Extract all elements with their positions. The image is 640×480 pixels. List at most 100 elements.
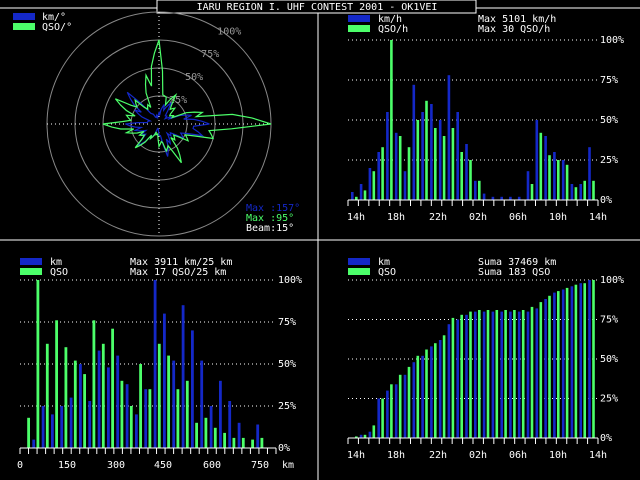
bar-km <box>79 364 82 448</box>
bar-qso <box>223 432 226 448</box>
bar-qso <box>363 434 367 438</box>
x-tick-label: 02h <box>469 212 487 223</box>
bar-qso <box>434 128 437 200</box>
legend-label-qso: QSO <box>378 267 396 278</box>
y-tick-label: 25% <box>278 401 296 412</box>
bar-qso <box>469 311 472 438</box>
legend-swatch-qso <box>348 25 370 32</box>
bar-km <box>553 152 556 200</box>
bar-km <box>535 308 539 438</box>
y-tick-label: 50% <box>600 115 618 126</box>
y-tick-label: 25% <box>600 155 618 166</box>
bar-qso <box>381 147 384 200</box>
y-tick-label: 100% <box>278 275 302 286</box>
bar-qso <box>592 180 595 200</box>
bar-qso <box>148 389 152 448</box>
bar-km <box>465 144 468 200</box>
y-tick-label: 75% <box>600 315 618 326</box>
x-tick-label: 10h <box>549 450 567 461</box>
legend-swatch-km <box>20 258 42 265</box>
bar-km <box>359 184 363 200</box>
legend-label-km: km <box>378 257 390 268</box>
bar-km <box>88 401 92 448</box>
legend-label-qso: QSO/h <box>378 24 408 35</box>
legend-swatch-km <box>348 15 370 22</box>
bar-qso <box>120 380 124 448</box>
bar-km <box>561 160 565 200</box>
bar-km <box>579 283 582 438</box>
bar-km <box>209 406 213 448</box>
info-line-2: Max 30 QSO/h <box>478 24 550 35</box>
ring-label: 100% <box>217 26 241 37</box>
bar-qso <box>355 196 358 200</box>
bar-qso <box>592 280 595 438</box>
x-tick-label: 0 <box>17 460 23 471</box>
info-line-2: Max 17 QSO/25 km <box>130 267 226 278</box>
legend-label-km: km/h <box>378 14 402 25</box>
bar-km <box>544 136 547 200</box>
y-tick-label: 50% <box>278 359 296 370</box>
bar-km <box>144 389 148 448</box>
bar-qso <box>355 436 358 438</box>
page-title: IARU REGION I. UHF CONTEST 2001 - OK1VEI <box>197 2 438 13</box>
x-tick-label: 14h <box>589 212 607 223</box>
polar-footer-0: Max :157° <box>246 203 300 214</box>
bar-km <box>500 311 503 438</box>
bar-qso <box>521 310 525 438</box>
x-tick-label: 18h <box>387 450 405 461</box>
x-tick-label: 02h <box>469 450 487 461</box>
bar-km <box>172 360 176 448</box>
bar-qso <box>451 317 455 438</box>
info-line-1: Max 5101 km/h <box>478 14 556 25</box>
x-tick-label: 10h <box>549 212 567 223</box>
bar-qso <box>478 310 481 438</box>
x-tick-label: 300 <box>107 460 125 471</box>
bar-qso <box>548 295 551 438</box>
bar-km <box>60 406 64 448</box>
bar-qso <box>583 283 586 438</box>
x-tick-label: 14h <box>589 450 607 461</box>
bar-qso <box>92 320 96 448</box>
bar-qso <box>83 374 86 448</box>
bar-qso <box>27 417 30 448</box>
bar-qso <box>372 171 376 200</box>
bar-km <box>191 330 194 448</box>
bar-qso <box>213 427 217 448</box>
bar-qso <box>416 355 420 438</box>
bar-km <box>588 280 591 438</box>
bar-km <box>256 424 260 448</box>
bar-qso <box>530 184 534 200</box>
bar-km <box>553 292 556 438</box>
bar-qso <box>167 355 170 448</box>
bar-km <box>526 311 530 438</box>
bar-km <box>465 314 468 438</box>
y-tick-label: 25% <box>600 394 618 405</box>
y-tick-label: 0% <box>600 433 612 444</box>
bar-km <box>456 112 459 200</box>
bar-km <box>509 311 512 438</box>
legend-label-km: km/° <box>42 12 66 23</box>
bar-km <box>135 414 138 448</box>
bar-km <box>368 168 372 200</box>
bar-qso <box>139 364 142 448</box>
bar-km <box>412 362 416 438</box>
polar-footer-1: Max :95° <box>246 213 294 224</box>
bar-km <box>351 192 354 200</box>
x-tick-label: 22h <box>429 212 447 223</box>
bar-qso <box>434 343 437 438</box>
bar-qso <box>398 136 402 200</box>
bar-km <box>377 152 380 200</box>
bar-qso <box>101 343 105 448</box>
bar-qso <box>451 128 455 200</box>
bar-qso <box>486 310 490 438</box>
bar-km <box>579 184 582 200</box>
bar-km <box>403 374 407 438</box>
x-tick-label: 450 <box>154 460 172 471</box>
bar-km <box>237 422 241 448</box>
info-line-2: Suma 183 QSO <box>478 267 550 278</box>
legend-swatch-km <box>348 258 370 265</box>
